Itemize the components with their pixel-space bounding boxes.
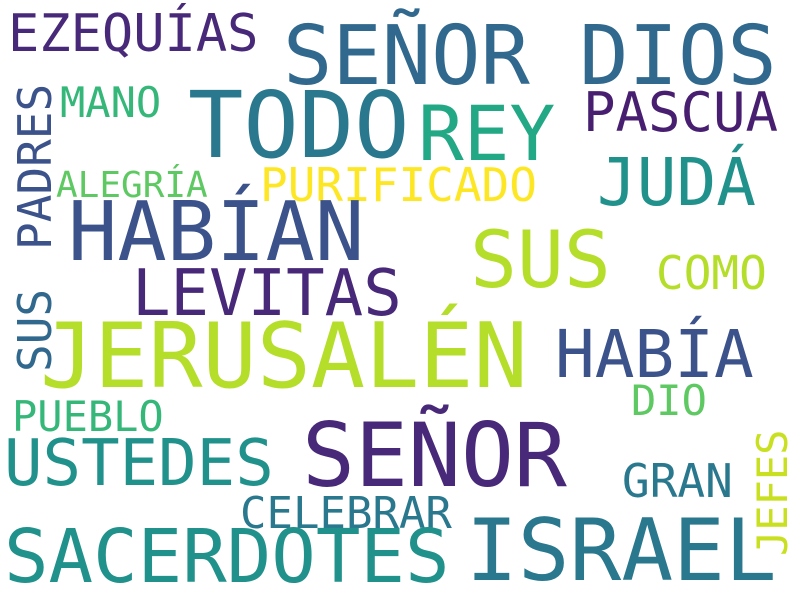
word-todo: TODO xyxy=(188,72,410,179)
word-como: COMO xyxy=(656,246,767,300)
word-pueblo: PUEBLO xyxy=(12,392,164,441)
word-pascua: PASCUA xyxy=(583,81,779,144)
word-juda: JUDÁ xyxy=(597,144,756,221)
word-ezequias: EZEQUÍAS xyxy=(8,4,259,64)
word-senor-dios: SEÑOR DIOS xyxy=(283,9,777,104)
word-israel: ISRAEL xyxy=(466,501,777,600)
word-rey: REY xyxy=(418,89,556,178)
word-mano: MANO xyxy=(60,78,162,127)
word-levitas: LEVITAS xyxy=(132,257,402,331)
word-dio: DIO xyxy=(631,376,707,425)
word-habian: HABÍAN xyxy=(68,185,365,280)
word-purificado: PURIFICADO xyxy=(260,158,537,212)
word-celebrar: CELEBRAR xyxy=(240,488,452,539)
word-gran: GRAN xyxy=(622,454,733,508)
word-alegria: ALEGRÍA xyxy=(56,165,208,206)
word-sus-big: SUS xyxy=(470,216,611,306)
word-jerusalen: JERUSALÉN xyxy=(40,304,528,409)
word-sacerdotes: SACERDOTES xyxy=(4,514,450,600)
word-habia: HABÍA xyxy=(555,316,754,393)
word-padres: PADRES xyxy=(8,83,62,250)
word-senor: SEÑOR xyxy=(302,404,567,507)
word-ustedes: USTEDES xyxy=(4,427,274,501)
